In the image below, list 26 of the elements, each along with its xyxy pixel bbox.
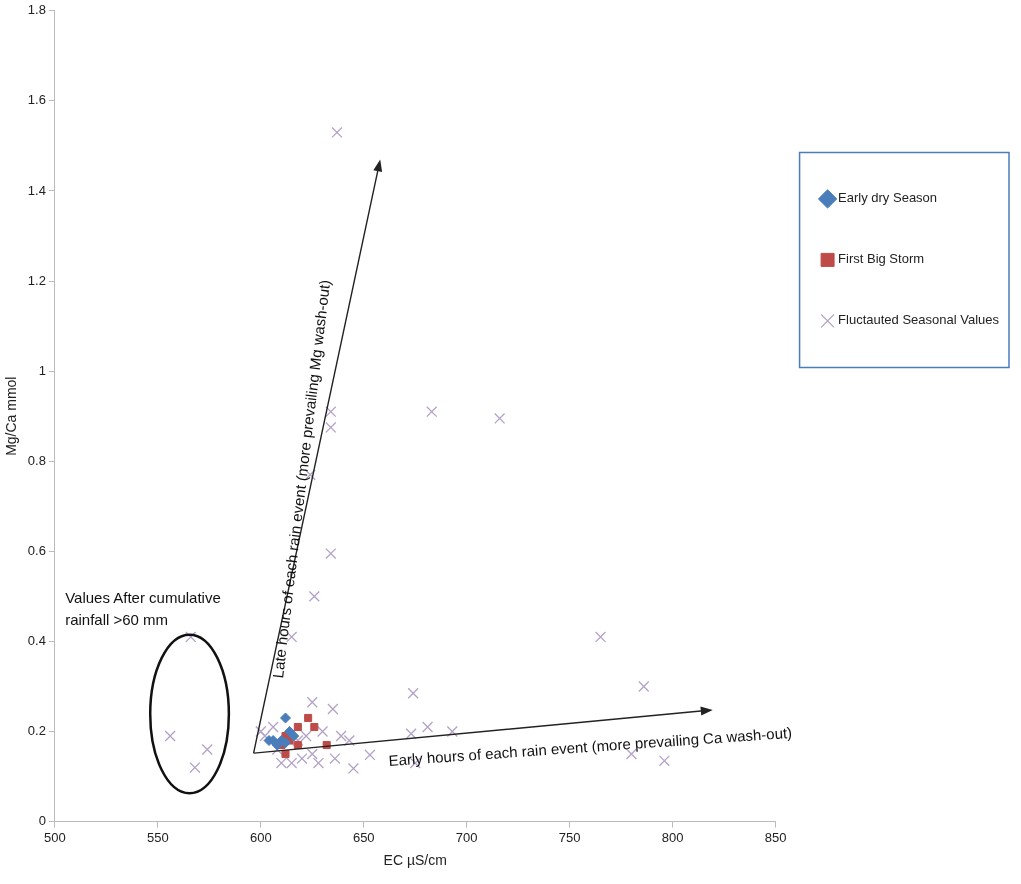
annotation: Early hours of each rain event (more prevailing Ca wash-out) [388, 723, 794, 769]
y-tick-label: 1.2 [27, 272, 46, 288]
x-tick-label: 700 [455, 829, 478, 845]
x-tick-label: 500 [44, 829, 66, 845]
y-tick-label: 0 [38, 813, 46, 829]
x-axis-title: EC µS/cm [383, 852, 447, 869]
x-tick-label: 650 [352, 829, 375, 845]
legend-label: Fluctauted Seasonal Values [838, 312, 1000, 328]
y-axis-title: Mg/Ca mmol [3, 376, 20, 456]
y-tick-label: 1.6 [27, 92, 46, 108]
x-tick-label: 750 [558, 829, 581, 845]
x-tick-label: 550 [146, 829, 169, 845]
y-tick-label: 0.4 [27, 633, 46, 648]
x-tick-label: 600 [249, 829, 272, 845]
legend-label: Early dry Season [838, 190, 938, 206]
y-tick-label: 0.6 [27, 542, 46, 558]
y-tick-label: 0.8 [27, 452, 46, 468]
x-tick-label: 800 [661, 829, 684, 845]
y-tick-label: 1.8 [27, 2, 46, 18]
x-tick-label: 850 [764, 829, 787, 845]
y-tick-label: 0.2 [27, 723, 46, 739]
legend-label: First Big Storm [838, 251, 925, 267]
annotation: Values After cumulative rainfall >60 mm [65, 588, 222, 631]
annotation: Late hours of each rain event (more prevailing Mg wash-out) [269, 279, 334, 680]
y-tick-label: 1 [38, 362, 46, 378]
y-tick-label: 1.4 [27, 182, 46, 198]
